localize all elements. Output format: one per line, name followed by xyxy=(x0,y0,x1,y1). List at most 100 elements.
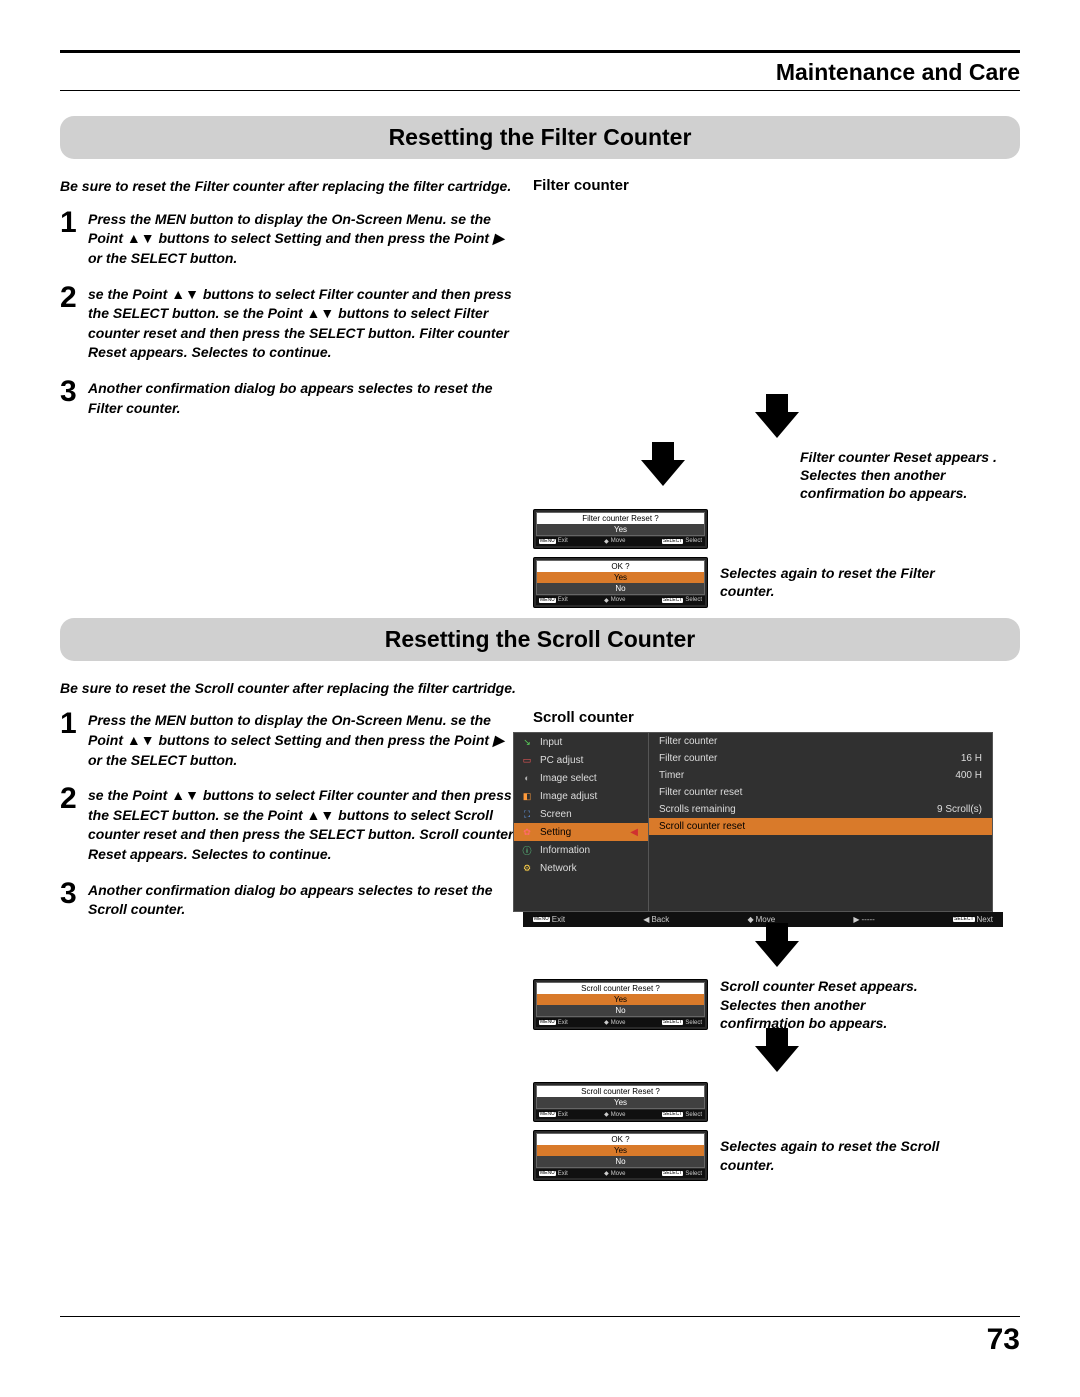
menu-arrow-icon: ◀ xyxy=(630,827,642,838)
dialog-title: Scroll counter Reset ? xyxy=(537,1086,704,1097)
section1-caption2: Selectes again to reset the Filter count… xyxy=(720,564,940,600)
menu-right-item: Scrolls remaining 9 Scroll(s) xyxy=(649,801,992,818)
section2-step1: 1 Press the MEN button to display the On… xyxy=(60,709,515,770)
scroll-reset-dialog3: OK ? Yes No MENUExit ◆ Move SELECTSelect xyxy=(533,1130,708,1181)
step2-body: se the Point ▲▼ buttons to select Filter… xyxy=(88,283,515,363)
menu-right-value: 400 H xyxy=(955,770,982,781)
section2-step2: 2 se the Point ▲▼ buttons to select Filt… xyxy=(60,784,515,864)
dialog-title: OK ? xyxy=(537,1134,704,1145)
section2-right: Scroll counter ↘Input▭PC adjust◐Image se… xyxy=(533,709,1020,1181)
menu-right-item: Filter counter reset xyxy=(649,784,992,801)
section1-step3: 3 Another confirmation dialog bo appears… xyxy=(60,377,515,418)
menu-footer: MENU Exit ◀ Back ◆ Move ▶ ----- SELECT N… xyxy=(523,912,1003,927)
section1-step2: 2 se the Point ▲▼ buttons to select Filt… xyxy=(60,283,515,363)
dialog-option-no: No xyxy=(537,1005,704,1016)
dialog-option-yes: Yes xyxy=(537,572,704,583)
section1-banner: Resetting the Filter Counter xyxy=(60,116,1020,159)
step-number: 2 xyxy=(60,784,88,814)
menu-item-label: Image adjust xyxy=(540,791,597,802)
section1-left: Be sure to reset the Filter counter afte… xyxy=(60,177,515,608)
chapter-title: Maintenance and Care xyxy=(60,59,1020,86)
dialog-option-no: No xyxy=(537,1156,704,1167)
filter-reset-dialog2: OK ? Yes No MENUExit ◆ Move SELECTSelect xyxy=(533,557,708,608)
step3-body: Another confirmation dialog bo appears s… xyxy=(88,879,515,920)
menu-item-icon: ⓘ xyxy=(520,844,534,856)
step1-body: Press the MEN button to display the On-S… xyxy=(88,709,515,770)
section1-row: Be sure to reset the Filter counter afte… xyxy=(60,177,1020,608)
menu-item-label: Image select xyxy=(540,773,597,784)
scroll-reset-dialog1: Scroll counter Reset ? Yes No MENUExit ◆… xyxy=(533,979,708,1030)
section2-caption1: Scroll counter Reset appears. Selectes t… xyxy=(720,977,940,1032)
filter-counter-heading: Filter counter xyxy=(533,177,629,194)
arrow-down-icon xyxy=(641,460,685,486)
arrow-down-icon xyxy=(755,941,799,967)
menu-right-item: Filter counter 16 H xyxy=(649,750,992,767)
thin-rule xyxy=(60,90,1020,91)
menu-right-label: Timer xyxy=(659,770,684,781)
menu-left-item: ✿ Setting ◀ xyxy=(514,823,648,841)
dialog-option-yes: Yes xyxy=(537,1145,704,1156)
scroll-reset-dialog2: Scroll counter Reset ? Yes MENUExit ◆ Mo… xyxy=(533,1082,708,1122)
menu-item-label: Input xyxy=(540,737,562,748)
filter-reset-dialog1: Filter counter Reset ? Yes MENUExit ◆ Mo… xyxy=(533,509,708,549)
menu-left-item: ⚙ Network xyxy=(514,859,648,877)
arrow-down-icon xyxy=(755,1046,799,1072)
section1-right: Filter counter Filter counter Reset appe… xyxy=(533,177,1020,608)
dialog-option-no: No xyxy=(537,583,704,594)
menu-item-icon: ⛶ xyxy=(520,808,534,820)
step2-body: se the Point ▲▼ buttons to select Filter… xyxy=(88,784,515,864)
dialog-option-yes: Yes xyxy=(537,994,704,1005)
section1-step1: 1 Press the MEN button to display the On… xyxy=(60,208,515,269)
step-number: 1 xyxy=(60,208,88,238)
menu-left-item: ↘ Input xyxy=(514,733,648,751)
menu-right-value: 16 H xyxy=(961,753,982,764)
menu-right-item: Filter counter xyxy=(649,733,992,750)
step-number: 1 xyxy=(60,709,88,739)
section2-step3: 3 Another confirmation dialog bo appears… xyxy=(60,879,515,920)
menu-right-label: Filter counter xyxy=(659,753,717,764)
menu-left-item: ⛶Screen xyxy=(514,805,648,823)
page-number: 73 xyxy=(60,1323,1020,1357)
menu-right-label: Filter counter xyxy=(659,736,717,747)
menu-right-item: Scroll counter reset xyxy=(649,818,992,835)
section2-row: 1 Press the MEN button to display the On… xyxy=(60,709,1020,1181)
section1-caption1: Filter counter Reset appears . Selectes … xyxy=(800,448,1020,503)
menu-left-item: ⓘInformation xyxy=(514,841,648,859)
dialog-title: Scroll counter Reset ? xyxy=(537,983,704,994)
step-number: 2 xyxy=(60,283,88,313)
menu-right-item: Timer 400 H xyxy=(649,767,992,784)
menu-item-icon: ▭ xyxy=(520,754,534,766)
menu-right-label: Scroll counter reset xyxy=(659,821,745,832)
section1-intro: Be sure to reset the Filter counter afte… xyxy=(60,177,515,196)
dialog-option-yes: Yes xyxy=(537,524,704,535)
menu-item-icon: ◧ xyxy=(520,790,534,802)
step3-body: Another confirmation dialog bo appears s… xyxy=(88,377,515,418)
menu-item-icon: ↘ xyxy=(520,736,534,748)
dialog-title: OK ? xyxy=(537,561,704,572)
menu-right-label: Filter counter reset xyxy=(659,787,742,798)
step-number: 3 xyxy=(60,377,88,407)
section2-banner: Resetting the Scroll Counter xyxy=(60,618,1020,661)
menu-item-label: PC adjust xyxy=(540,755,583,766)
menu-item-icon: ⚙ xyxy=(520,862,534,874)
top-rule xyxy=(60,50,1020,53)
menu-left-item: ▭ PC adjust xyxy=(514,751,648,769)
dialog-title: Filter counter Reset ? xyxy=(537,513,704,524)
arrow-down-icon xyxy=(755,412,799,438)
menu-item-label: Setting xyxy=(540,827,571,838)
menu-left-item: ◐ Image select xyxy=(514,769,648,787)
menu-right-value: 9 Scroll(s) xyxy=(937,804,982,815)
menu-item-icon: ◐ xyxy=(520,772,534,784)
menu-item-icon: ✿ xyxy=(520,826,534,838)
step1-body: Press the MEN button to display the On-S… xyxy=(88,208,515,269)
dialog-option-yes: Yes xyxy=(537,1097,704,1108)
osd-menu-screenshot: ↘ Input ▭ PC adjust ◐ Image select ◧ Image adju… xyxy=(513,732,993,912)
scroll-counter-heading: Scroll counter xyxy=(533,709,634,726)
section2-left: 1 Press the MEN button to display the On… xyxy=(60,709,515,1181)
menu-right-label: Scrolls remaining xyxy=(659,804,736,815)
section2-intro: Be sure to reset the Scroll counter afte… xyxy=(60,679,600,698)
menu-item-label: Network xyxy=(540,863,577,874)
step-number: 3 xyxy=(60,879,88,909)
page-footer: 73 xyxy=(60,1316,1020,1357)
menu-left-item: ◧ Image adjust xyxy=(514,787,648,805)
